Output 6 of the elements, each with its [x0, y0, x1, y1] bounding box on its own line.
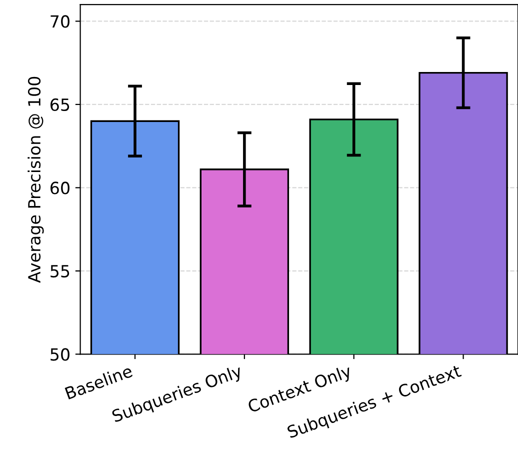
- y-tick-label: 55: [50, 265, 70, 278]
- y-tick-label: 70: [50, 15, 70, 28]
- y-tick-label: 50: [50, 348, 70, 361]
- y-tick-label: 60: [50, 182, 70, 194]
- y-tick-label: 65: [50, 98, 70, 112]
- y-axis-title: Average Precision @ 100: [28, 76, 44, 283]
